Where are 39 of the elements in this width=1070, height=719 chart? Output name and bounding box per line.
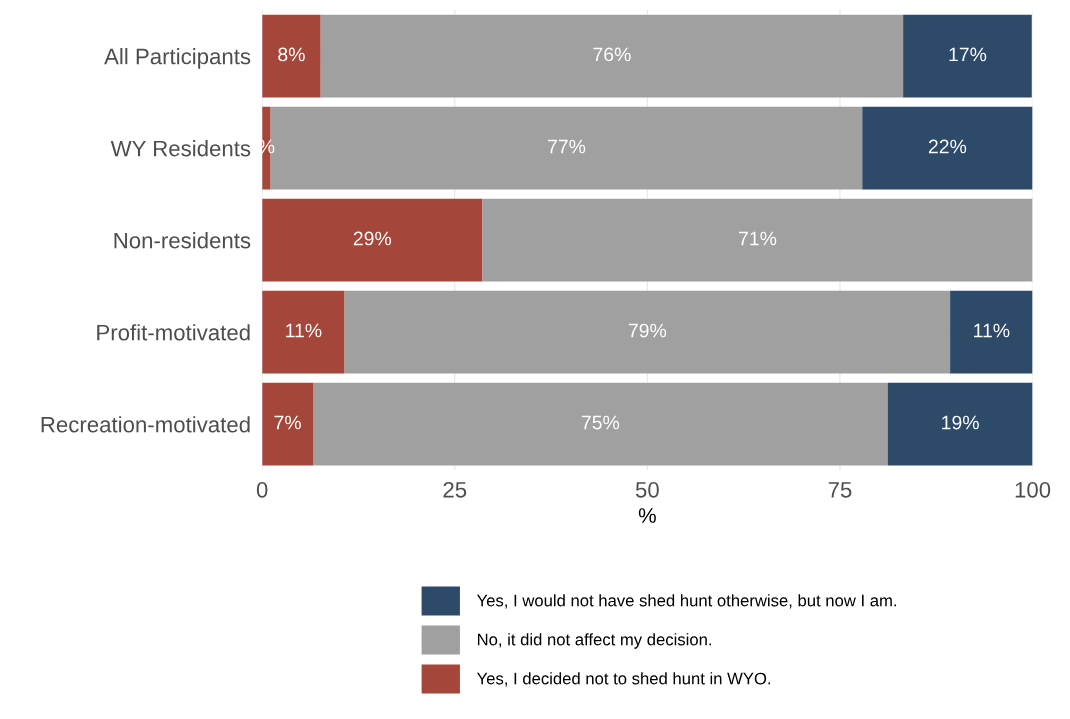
y-tick-label: All Participants	[104, 48, 251, 69]
bar	[903, 14, 1032, 98]
x-tick-label: 75	[828, 482, 852, 498]
bar	[313, 382, 888, 466]
bar	[320, 14, 904, 98]
data-label: 7%	[274, 415, 301, 430]
data-label: 29%	[353, 231, 392, 246]
data-label: 22%	[928, 139, 967, 154]
bar	[950, 290, 1033, 374]
x-tick-label: 25	[443, 481, 467, 498]
x-tick-label: 0	[256, 481, 268, 498]
legend-label: Yes, I would not have shed hunt otherwise, but now I am.	[476, 594, 897, 609]
bar	[344, 290, 951, 374]
bar	[887, 382, 1033, 466]
data-label: 75%	[581, 415, 620, 430]
x-tick-label: 100	[1015, 481, 1051, 498]
y-tick-label: Profit-motivated	[97, 324, 250, 341]
data-label: 77%	[548, 139, 586, 154]
legend-label: Yes, I decided not to shed hunt in WYO.	[476, 672, 771, 687]
data-label: 19%	[942, 415, 979, 430]
bar	[262, 290, 345, 374]
y-tick-label: Non-residents	[114, 232, 251, 249]
data-label: 11%	[286, 323, 322, 338]
data-label: 79%	[628, 323, 667, 338]
x-tick-label: 50	[635, 481, 659, 498]
bar	[482, 198, 1033, 282]
bar	[862, 106, 1033, 190]
bar	[262, 198, 483, 282]
data-label: 76%	[593, 47, 631, 62]
y-tick-label: WY Residents	[110, 140, 251, 157]
y-tick-label: Recreation-motivated	[41, 416, 250, 433]
data-label: 11%	[974, 323, 1010, 338]
x-axis-title: %	[638, 508, 656, 523]
data-label: 71%	[739, 231, 777, 246]
legend-label: No, it did not affect my decision.	[477, 633, 712, 649]
bar	[262, 382, 313, 466]
bar	[262, 14, 321, 98]
data-label: 17%	[949, 47, 987, 62]
data-label: 8%	[278, 47, 305, 62]
